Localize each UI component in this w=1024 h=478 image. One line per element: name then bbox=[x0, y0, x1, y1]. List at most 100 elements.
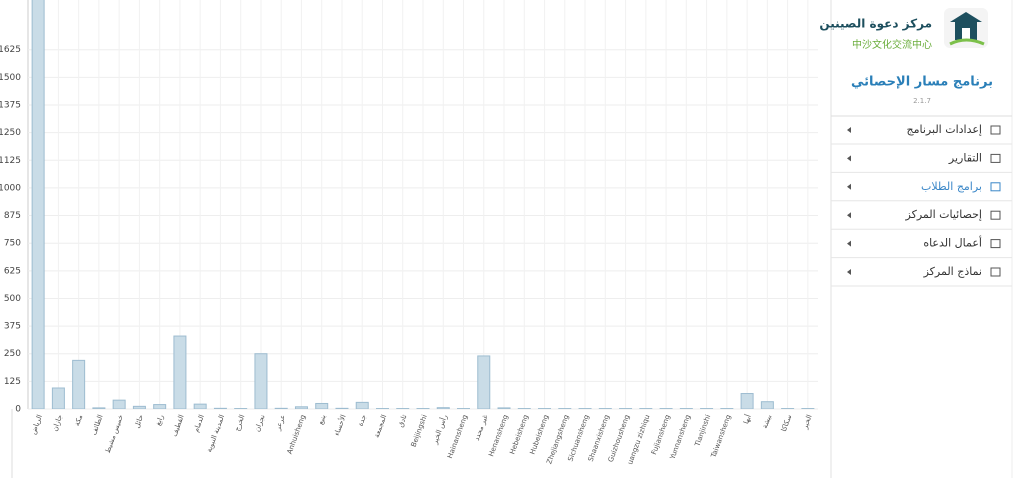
logo bbox=[944, 8, 988, 48]
x-tick-label: حائل bbox=[133, 414, 145, 430]
bar bbox=[173, 335, 187, 409]
x-tick-label: Tianjinshi bbox=[693, 414, 712, 449]
bar bbox=[335, 407, 349, 409]
x-tick-label: Sichuansheng bbox=[566, 414, 590, 463]
x-tick-label: Hubeisheng bbox=[529, 414, 551, 456]
y-tick-label: 1375 bbox=[0, 101, 21, 111]
menu-chevron bbox=[847, 212, 851, 219]
y-tick-label: 750 bbox=[4, 239, 21, 249]
x-tick-label: Fujiansheng bbox=[650, 414, 672, 456]
x-tick-label: مكة bbox=[73, 413, 84, 427]
bar bbox=[153, 404, 167, 409]
y-tick-label: 500 bbox=[4, 294, 21, 304]
x-tick-label: رابغ bbox=[154, 414, 165, 427]
x-tick-label: رأس الخير bbox=[430, 413, 449, 446]
org-name-cn: 中沙文化交流中心 bbox=[852, 38, 932, 51]
menu-icon bbox=[990, 182, 1001, 192]
sidebar bbox=[831, 0, 1024, 478]
menu-item[interactable]: نماذج المركز bbox=[923, 265, 982, 278]
bar bbox=[31, 0, 45, 409]
bar bbox=[72, 359, 86, 409]
menu-chevron bbox=[847, 127, 851, 133]
menu-item[interactable]: برامج الطلاب bbox=[921, 180, 982, 193]
x-tick-label: Guizhousheng bbox=[607, 414, 632, 464]
y-tick-label: 625 bbox=[4, 266, 21, 276]
menu-chevron bbox=[847, 155, 851, 162]
bar bbox=[254, 353, 268, 409]
x-tick-label: سكاكا bbox=[780, 414, 793, 433]
bar bbox=[112, 399, 126, 409]
version: 2.1.7 bbox=[913, 97, 931, 105]
bar bbox=[497, 407, 511, 409]
y-tick-label: 0 bbox=[15, 405, 21, 415]
x-tick-label: غير محدد bbox=[473, 413, 490, 441]
x-tick-label: Hainansheng bbox=[446, 414, 469, 460]
bar bbox=[760, 401, 774, 409]
y-tick-label: 1125 bbox=[0, 156, 21, 166]
menu-item[interactable]: أعمال الدعاه bbox=[923, 236, 982, 250]
org-name: مركز دعوة الصينين bbox=[819, 17, 932, 32]
menu-chevron bbox=[847, 240, 851, 247]
menu-icon bbox=[990, 210, 1001, 220]
plot bbox=[31, 0, 815, 409]
menu-item[interactable]: إعدادات البرنامج bbox=[907, 123, 982, 136]
y-tick-label: 250 bbox=[4, 349, 21, 359]
bar bbox=[740, 393, 754, 409]
menu-icon bbox=[990, 125, 1001, 135]
x-tick-label: بيشة bbox=[761, 414, 773, 430]
menu-chevron bbox=[847, 183, 851, 190]
x-tick-label: الرياض bbox=[29, 414, 44, 436]
y-tick-label: 375 bbox=[4, 322, 21, 332]
x-tick-label: Shaanxisheng bbox=[587, 414, 611, 463]
x-tick-label: ثادق bbox=[397, 414, 409, 429]
menu-icon bbox=[990, 153, 1001, 163]
y-tick-label: 1500 bbox=[0, 73, 21, 83]
x-tick-label: Henansheng bbox=[487, 414, 510, 458]
menu-icon bbox=[990, 267, 1001, 277]
app-name: برنامج مسار الإحصائي bbox=[851, 75, 993, 90]
x-tick-label: Anhuisheng bbox=[286, 414, 308, 456]
bar bbox=[315, 402, 329, 409]
menu-icon bbox=[990, 239, 1001, 249]
bar bbox=[213, 407, 227, 409]
y-tick-label: 1250 bbox=[0, 128, 21, 138]
x-tick-label: الخرج bbox=[233, 414, 246, 433]
menu-item[interactable]: إحصائيات المركز bbox=[905, 208, 982, 221]
x-tick-label: عرعر bbox=[274, 414, 287, 433]
bar bbox=[92, 407, 106, 409]
y-tick-label: 1625 bbox=[0, 45, 21, 55]
x-tick-label: الطائف bbox=[90, 414, 105, 437]
x-tick-label: المدينة النبوية bbox=[205, 414, 226, 454]
menu-item[interactable]: التقارير bbox=[948, 151, 982, 164]
x-tick-label: خميس مشيط bbox=[104, 414, 125, 455]
x-tick-label: Hebeisheng bbox=[508, 414, 530, 456]
x-tick-label: جازان bbox=[51, 414, 64, 433]
x-tick-label: القطيف bbox=[170, 414, 185, 438]
bar bbox=[436, 407, 450, 409]
x-tick-label: أبها bbox=[741, 413, 753, 425]
y-tick-label: 1000 bbox=[0, 183, 21, 193]
x-tick-label: Beijingshi bbox=[410, 414, 429, 449]
x-tick-label: نجران bbox=[253, 414, 266, 433]
bar bbox=[193, 403, 207, 409]
x-tick-label: Taiwansheng bbox=[709, 414, 732, 460]
x-tick-label: Yunnansheng bbox=[668, 414, 692, 462]
y-tick-label: 125 bbox=[4, 377, 21, 387]
x-tick-label: uangzu zizhiqu bbox=[626, 414, 651, 466]
bar bbox=[132, 405, 146, 409]
y-tick-label: 875 bbox=[4, 211, 21, 221]
bar bbox=[274, 407, 288, 409]
x-tick-label: الأحساء bbox=[332, 413, 348, 437]
x-tick-label: الخبر bbox=[801, 414, 814, 431]
bar bbox=[355, 401, 369, 409]
bar bbox=[51, 387, 65, 409]
x-tick-label: جدة bbox=[356, 414, 368, 428]
menu-chevron bbox=[847, 269, 851, 275]
x-tick-label: الدمام bbox=[192, 414, 206, 434]
bar bbox=[477, 355, 491, 409]
x-tick-label: المجمعة bbox=[373, 414, 389, 439]
x-tick-label: ينبع bbox=[317, 414, 328, 426]
bar bbox=[294, 406, 308, 409]
